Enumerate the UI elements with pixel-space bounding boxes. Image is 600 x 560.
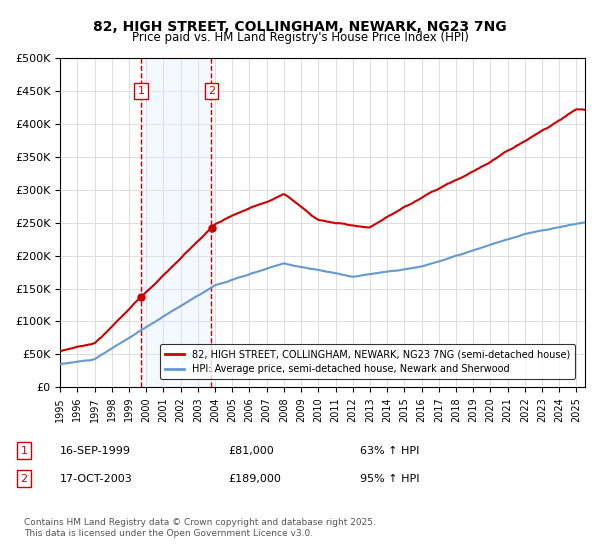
Text: Price paid vs. HM Land Registry's House Price Index (HPI): Price paid vs. HM Land Registry's House …: [131, 31, 469, 44]
Text: 82, HIGH STREET, COLLINGHAM, NEWARK, NG23 7NG: 82, HIGH STREET, COLLINGHAM, NEWARK, NG2…: [93, 20, 507, 34]
Text: 17-OCT-2003: 17-OCT-2003: [60, 474, 133, 484]
Text: £81,000: £81,000: [228, 446, 274, 456]
Text: 16-SEP-1999: 16-SEP-1999: [60, 446, 131, 456]
Text: £189,000: £189,000: [228, 474, 281, 484]
Text: 1: 1: [20, 446, 28, 456]
Text: 95% ↑ HPI: 95% ↑ HPI: [360, 474, 419, 484]
Text: Contains HM Land Registry data © Crown copyright and database right 2025.
This d: Contains HM Land Registry data © Crown c…: [24, 518, 376, 538]
Text: 1: 1: [138, 86, 145, 96]
Text: 2: 2: [208, 86, 215, 96]
Legend: 82, HIGH STREET, COLLINGHAM, NEWARK, NG23 7NG (semi-detached house), HPI: Averag: 82, HIGH STREET, COLLINGHAM, NEWARK, NG2…: [160, 344, 575, 379]
Text: 63% ↑ HPI: 63% ↑ HPI: [360, 446, 419, 456]
Text: 2: 2: [20, 474, 28, 484]
Bar: [141, 58, 211, 387]
